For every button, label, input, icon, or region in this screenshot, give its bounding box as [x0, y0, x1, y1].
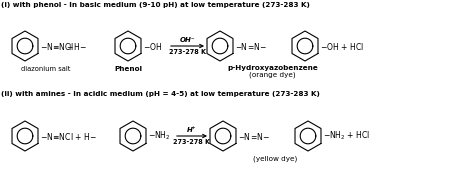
Text: (orange dye): (orange dye)	[249, 72, 296, 79]
Text: H⁺: H⁺	[187, 127, 197, 134]
Text: $-\!$N$=\!$N$-$: $-\!$N$=\!$N$-$	[236, 40, 268, 52]
Text: $-$N$\!\equiv\!$NCl: $-$N$\!\equiv\!$NCl	[40, 40, 74, 52]
Text: $-$OH: $-$OH	[144, 40, 163, 52]
Text: p-Hydroxyazobenzene: p-Hydroxyazobenzene	[227, 65, 318, 71]
Text: (i) with phenol - In basic medium (9-10 pH) at low temperature (273-283 K): (i) with phenol - In basic medium (9-10 …	[1, 2, 310, 8]
Text: $+\,$H$-$: $+\,$H$-$	[66, 40, 87, 52]
Text: Phenol: Phenol	[114, 66, 142, 72]
Text: $-\!$N$=\!$N$-$: $-\!$N$=\!$N$-$	[238, 130, 271, 142]
Text: OH⁻: OH⁻	[180, 37, 195, 43]
Text: 273-278 K: 273-278 K	[169, 49, 206, 54]
Text: $-$N$\!\equiv\!$NCl $+$ H$-$: $-$N$\!\equiv\!$NCl $+$ H$-$	[40, 130, 97, 142]
Text: $-$OH $+$ HCl: $-$OH $+$ HCl	[320, 40, 365, 52]
Text: diazonium salt: diazonium salt	[21, 66, 70, 72]
Text: (yellow dye): (yellow dye)	[254, 156, 298, 163]
Text: $-$NH$_2$ $+$ HCl: $-$NH$_2$ $+$ HCl	[323, 130, 371, 142]
Text: $-$NH$_2$: $-$NH$_2$	[148, 130, 171, 142]
Text: 273-278 K: 273-278 K	[173, 139, 210, 144]
Text: (ii) with amines - In acidic medium (pH = 4-5) at low temperature (273-283 K): (ii) with amines - In acidic medium (pH …	[1, 91, 320, 97]
